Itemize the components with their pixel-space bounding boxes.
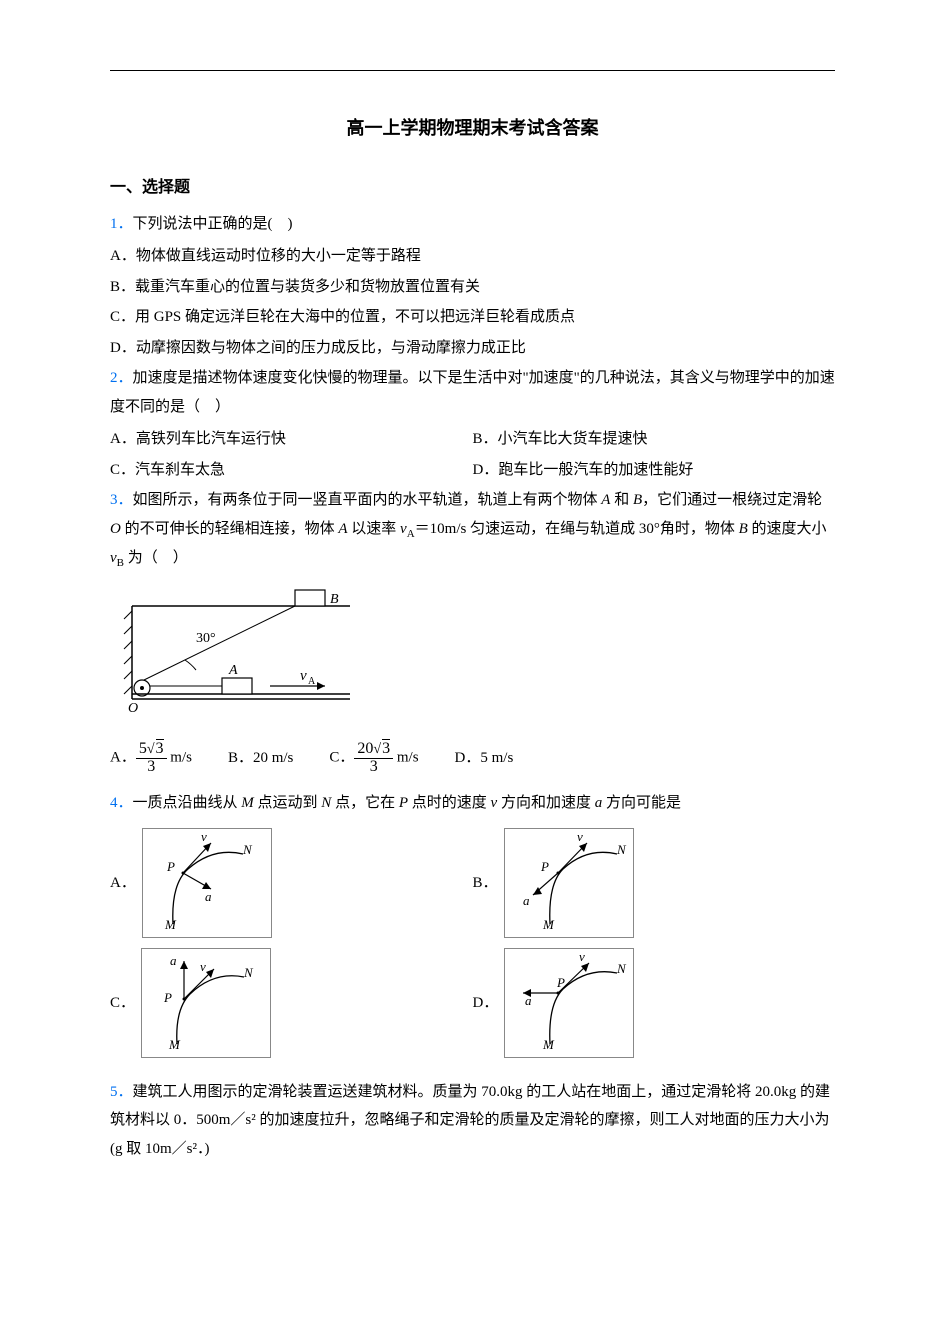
svg-text:N: N (242, 842, 253, 857)
svg-text:P: P (166, 859, 175, 874)
q3-options: A．5√33 m/s B．20 m/s C．20√33 m/s D．5 m/s (110, 741, 835, 776)
q1-stem: 下列说法中正确的是( ) (133, 216, 293, 232)
svg-text:M: M (542, 917, 555, 932)
q1-number: 1． (110, 216, 133, 232)
velocity-sub: A (308, 676, 316, 687)
q2-opt-b: B．小汽车比大货车提速快 (473, 425, 836, 454)
q4-diagram-b: M N P v a (504, 828, 634, 938)
svg-text:N: N (616, 961, 627, 976)
svg-text:P: P (163, 990, 172, 1005)
q5-number: 5． (110, 1084, 133, 1100)
q5-stem: 建筑工人用图示的定滑轮装置运送建筑材料。质量为 70.0kg 的工人站在地面上，… (110, 1084, 830, 1157)
q2-row2: C．汽车刹车太急 D．跑车比一般汽车的加速性能好 (110, 456, 835, 485)
q4-options: A． M N P v a B． M (110, 828, 835, 1068)
q4-opt-a: A． M N P v a (110, 828, 473, 938)
q3-opt-d: D．5 m/s (455, 744, 514, 773)
svg-text:v: v (201, 829, 207, 844)
velocity-label: v (300, 668, 307, 684)
q3-stem: 如图所示，有两条位于同一竖直平面内的水平轨道，轨道上有两个物体 A 和 B，它们… (110, 492, 827, 566)
q2-opt-a: A．高铁列车比汽车运行快 (110, 425, 473, 454)
q4-diagram-a: M N P v a (142, 828, 272, 938)
angle-label: 30° (196, 631, 216, 646)
q1-opt-c: C．用 GPS 确定远洋巨轮在大海中的位置，不可以把远洋巨轮看成质点 (110, 303, 835, 332)
svg-text:a: a (170, 953, 177, 968)
question-3: 3．如图所示，有两条位于同一竖直平面内的水平轨道，轨道上有两个物体 A 和 B，… (110, 486, 835, 574)
q1-opt-d: D．动摩擦因数与物体之间的压力成反比，与滑动摩擦力成正比 (110, 334, 835, 363)
svg-text:v: v (577, 829, 583, 844)
svg-text:M: M (168, 1037, 181, 1052)
q2-opt-d: D．跑车比一般汽车的加速性能好 (473, 456, 836, 485)
q3-number: 3． (110, 492, 133, 508)
q1-opt-b: B．载重汽车重心的位置与装货多少和货物放置位置有关 (110, 273, 835, 302)
q3-opt-a: A．5√33 m/s (110, 741, 192, 776)
q4-diagram-d: M N P v a (504, 948, 634, 1058)
svg-text:a: a (205, 889, 212, 904)
q2-row1: A．高铁列车比汽车运行快 B．小汽车比大货车提速快 (110, 425, 835, 454)
pulley-label: O (128, 701, 138, 716)
question-2: 2．加速度是描述物体速度变化快慢的物理量。以下是生活中对"加速度"的几种说法，其… (110, 364, 835, 421)
q4-number: 4． (110, 795, 133, 811)
question-1: 1．下列说法中正确的是( ) (110, 210, 835, 239)
q4-diagram-c: M N P v a (141, 948, 271, 1058)
block-a-label: A (228, 663, 238, 678)
q4-stem: 一质点沿曲线从 M 点运动到 N 点，它在 P 点时的速度 v 方向和加速度 a… (133, 795, 681, 811)
svg-text:P: P (540, 859, 549, 874)
q3-opt-b: B．20 m/s (228, 744, 293, 773)
q3-diagram: O A B 30° v A (110, 586, 835, 727)
svg-text:a: a (523, 893, 530, 908)
svg-text:v: v (579, 949, 585, 964)
q2-stem: 加速度是描述物体速度变化快慢的物理量。以下是生活中对"加速度"的几种说法，其含义… (110, 370, 835, 415)
svg-text:N: N (616, 842, 627, 857)
top-rule (110, 70, 835, 71)
section-heading: 一、选择题 (110, 173, 835, 203)
question-5: 5．建筑工人用图示的定滑轮装置运送建筑材料。质量为 70.0kg 的工人站在地面… (110, 1078, 835, 1164)
q4-opt-d: D． M N P v a (473, 948, 836, 1058)
q1-opt-a: A．物体做直线运动时位移的大小一定等于路程 (110, 242, 835, 271)
svg-text:M: M (542, 1037, 555, 1052)
svg-text:N: N (243, 965, 254, 980)
question-4: 4．一质点沿曲线从 M 点运动到 N 点，它在 P 点时的速度 v 方向和加速度… (110, 789, 835, 818)
q2-opt-c: C．汽车刹车太急 (110, 456, 473, 485)
q4-opt-c: C． M N P v a (110, 948, 473, 1058)
q4-opt-b: B． M N P v a (473, 828, 836, 938)
page-title: 高一上学期物理期末考试含答案 (110, 111, 835, 145)
q2-number: 2． (110, 370, 133, 386)
block-b-label: B (330, 592, 339, 607)
q3-opt-c: C．20√33 m/s (329, 741, 418, 776)
svg-text:M: M (164, 917, 177, 932)
svg-text:a: a (525, 993, 532, 1008)
svg-text:v: v (200, 959, 206, 974)
